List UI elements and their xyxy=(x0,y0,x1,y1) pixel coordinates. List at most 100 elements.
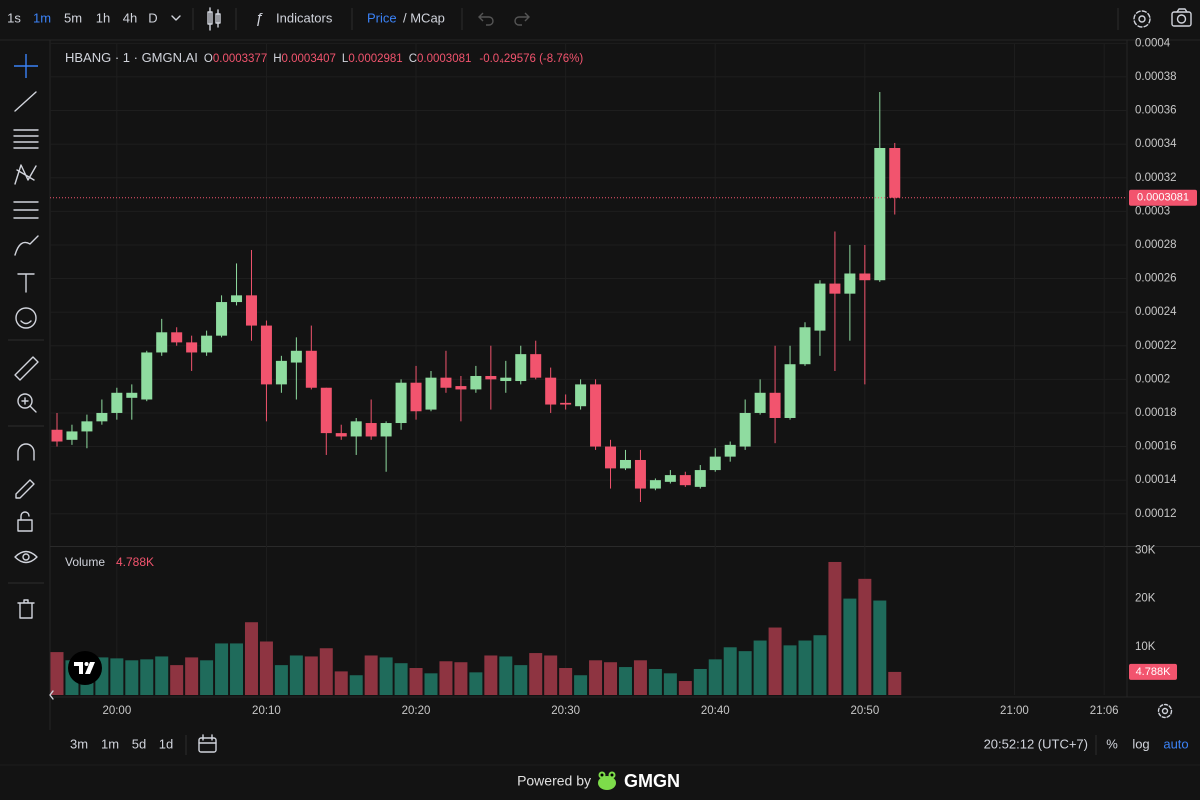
volume-bar xyxy=(424,673,438,695)
y-tick-label: 20K xyxy=(1135,593,1156,605)
undo-button[interactable] xyxy=(478,12,494,26)
prediction-tool[interactable] xyxy=(13,201,39,219)
x-tick-label: 20:00 xyxy=(102,705,131,717)
candle-body xyxy=(425,377,437,410)
volume-bar xyxy=(514,665,528,695)
screenshot-button[interactable] xyxy=(1171,8,1192,27)
candle-body xyxy=(231,295,243,303)
delete-tool[interactable] xyxy=(17,599,35,619)
candle-body xyxy=(81,421,93,432)
emoji-tool[interactable] xyxy=(15,307,37,329)
candle-body xyxy=(470,375,482,390)
goto-date-button[interactable] xyxy=(198,734,217,753)
candle-body xyxy=(739,412,751,447)
volume-bar xyxy=(843,598,857,695)
lock-tool[interactable] xyxy=(17,511,33,532)
y-tick-label: 0.00012 xyxy=(1135,508,1177,520)
magnet-tool[interactable] xyxy=(17,443,35,461)
y-tick-label: 0.00018 xyxy=(1135,407,1177,419)
volume-bar xyxy=(394,663,408,695)
range-button[interactable]: 1m xyxy=(101,736,119,751)
auto-toggle[interactable]: auto xyxy=(1163,736,1188,751)
indicators-button[interactable]: Indicators xyxy=(276,10,333,25)
candle-body xyxy=(126,392,138,398)
left-toolbar xyxy=(8,54,44,619)
volume-bar xyxy=(693,668,707,695)
last-volume-label: 4.788K xyxy=(1136,666,1172,678)
volume-bar xyxy=(708,659,722,695)
log-toggle[interactable]: log xyxy=(1132,736,1149,751)
change: -0.0₄29576 (-8.76%) xyxy=(479,53,583,65)
text-tool[interactable] xyxy=(17,273,35,293)
volume-bar xyxy=(753,640,767,695)
volume-bar xyxy=(185,657,199,695)
interval[interactable]: 1h xyxy=(96,10,110,25)
redo-button[interactable] xyxy=(514,12,530,26)
price-toggle[interactable]: Price xyxy=(367,10,397,25)
axis-settings[interactable] xyxy=(1157,703,1173,719)
candle-body xyxy=(410,382,422,412)
brand: GMGN xyxy=(624,771,680,791)
candle-body xyxy=(545,377,557,405)
bottom-bar: 3m 1m 5d 1d 20:52:12 (UTC+7) % log auto xyxy=(70,734,1189,755)
volume-bar xyxy=(499,656,513,695)
candle-body xyxy=(769,392,781,418)
interval[interactable]: 1s xyxy=(7,10,21,25)
candle-body xyxy=(754,392,766,413)
x-tick-label: 20:50 xyxy=(850,705,879,717)
interval-active[interactable]: 1m xyxy=(33,10,51,25)
volume-bar xyxy=(125,660,139,695)
volume-bar xyxy=(633,660,647,695)
crosshair-tool[interactable] xyxy=(14,54,38,78)
percent-toggle[interactable]: % xyxy=(1106,736,1118,751)
range-button[interactable]: 3m xyxy=(70,736,88,751)
y-tick-label: 0.0004 xyxy=(1135,37,1171,49)
mcap-toggle[interactable]: / MCap xyxy=(403,10,445,25)
interval-dropdown[interactable] xyxy=(171,15,181,21)
candle-body xyxy=(859,273,871,281)
candle-body xyxy=(305,350,317,388)
volume-legend-value: 4.788K xyxy=(116,555,154,569)
plot xyxy=(50,92,1127,695)
volume-bar xyxy=(110,658,124,695)
tradingview-logo[interactable] xyxy=(68,651,102,685)
visibility-tool[interactable] xyxy=(14,550,38,564)
candle-body xyxy=(365,423,377,437)
pattern-tool[interactable] xyxy=(14,164,37,185)
settings-button[interactable] xyxy=(1133,10,1151,28)
candle-body xyxy=(784,364,796,418)
candle-body xyxy=(844,273,856,294)
range-button[interactable]: 1d xyxy=(159,736,173,751)
fib-tool[interactable] xyxy=(13,129,39,149)
fx-icon[interactable]: ƒ xyxy=(255,10,263,27)
ohlc-value: 0.0003377 xyxy=(213,53,267,65)
volume-bar xyxy=(200,660,214,695)
candle-body xyxy=(709,456,721,471)
candle-body xyxy=(201,335,213,353)
interval[interactable]: 4h xyxy=(123,10,137,25)
range-button[interactable]: 5d xyxy=(132,736,146,751)
volume-bar xyxy=(304,656,318,695)
interval[interactable]: 5m xyxy=(64,10,82,25)
volume-bar xyxy=(170,665,184,695)
scroll-left[interactable] xyxy=(49,690,54,700)
interval[interactable]: D xyxy=(148,10,157,25)
volume-bar xyxy=(379,657,393,695)
chart-type-button[interactable] xyxy=(207,7,221,31)
symbol: HBANG · 1 · GMGN.AI xyxy=(65,50,198,65)
candle-body xyxy=(335,433,347,437)
trendline-tool[interactable] xyxy=(14,91,37,112)
lock-drawing-tool[interactable] xyxy=(15,479,35,499)
candle-body xyxy=(694,470,706,487)
volume-bar xyxy=(888,671,902,695)
volume-bar xyxy=(259,641,273,695)
candle-body xyxy=(275,360,287,385)
zoom-tool[interactable] xyxy=(17,393,37,413)
volume-bar xyxy=(828,561,842,695)
ohlc-value: 0.0003081 xyxy=(417,53,471,65)
brush-tool[interactable] xyxy=(14,235,39,256)
volume-bar xyxy=(274,665,288,695)
last-volume-tag xyxy=(1129,663,1177,680)
ruler-tool[interactable] xyxy=(14,356,39,381)
